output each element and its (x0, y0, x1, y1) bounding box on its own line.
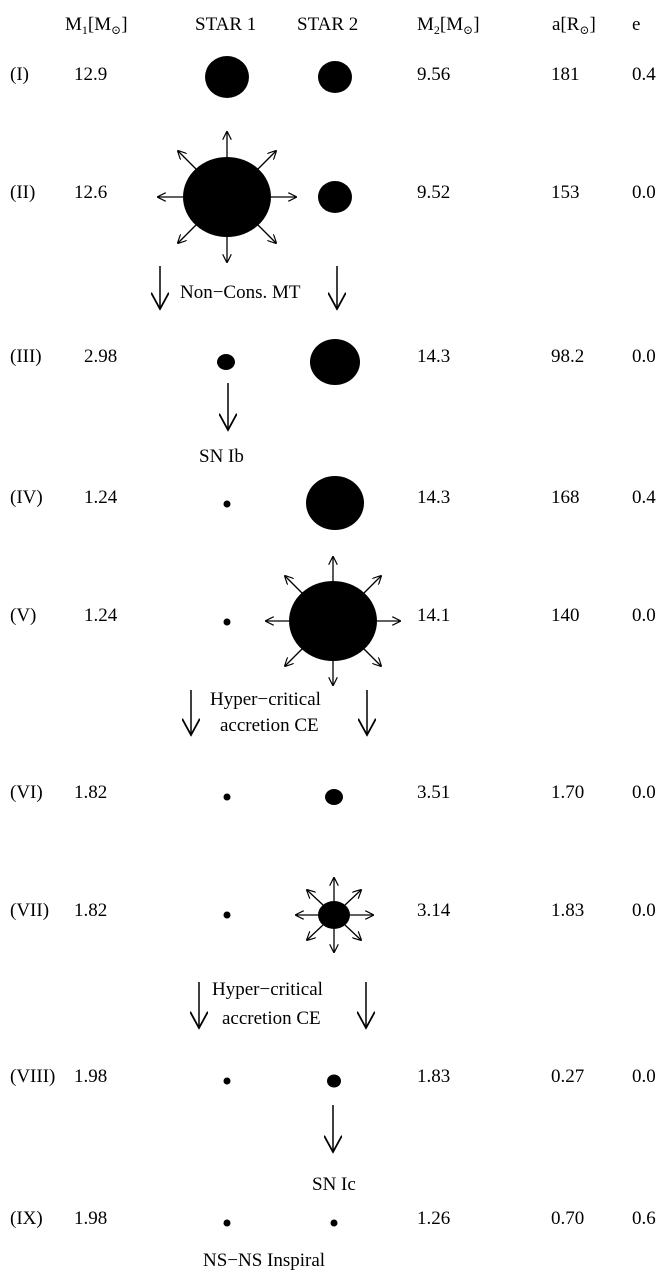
transition-hyper-critical-2: Hyper−critical accretion CE (199, 979, 366, 1029)
m1-value: 1.98 (74, 1208, 107, 1229)
stage-row-5: (V) 1.24 14.1 140 0.0 (10, 557, 656, 685)
transition-label: Non−Cons. MT (180, 282, 301, 303)
header-m1: M1[M⊙] (65, 14, 128, 37)
star2-disk-expanding (318, 901, 350, 929)
stage-label: (IV) (10, 487, 43, 508)
star2-disk-expanding (289, 581, 377, 661)
transition-sn-ib: SN Ib (199, 383, 244, 467)
e-value: 0.4 (632, 487, 656, 508)
star2-disk (318, 61, 352, 93)
stage-label: (VI) (10, 782, 43, 803)
header-star2: STAR 2 (297, 14, 358, 35)
header-m2: M2[M⊙] (417, 14, 480, 37)
a-value: 98.2 (551, 346, 584, 367)
star1-neutron-star (223, 793, 231, 801)
stage-label: (IX) (10, 1208, 43, 1229)
m1-value: 12.9 (74, 64, 107, 85)
star2-disk-stripped (325, 789, 343, 805)
header-e: e (632, 14, 640, 35)
header-a: a[R⊙] (552, 14, 596, 37)
a-value: 168 (551, 487, 580, 508)
a-value: 1.83 (551, 900, 584, 921)
header-star1: STAR 1 (195, 14, 256, 35)
transition-label: SN Ib (199, 446, 244, 467)
m2-value: 3.14 (417, 900, 451, 921)
e-value: 0.6 (632, 1208, 656, 1229)
stage-row-2: (II) 12.6 9.52 153 0.0 (10, 132, 656, 262)
header-row: M1[M⊙] STAR 1 STAR 2 M2[M⊙] a[R⊙] e (65, 14, 640, 37)
transition-label-line1: Hyper−critical (212, 979, 323, 1000)
m2-value: 14.3 (417, 487, 450, 508)
stage-label: (V) (10, 605, 36, 626)
stage-label: (I) (10, 64, 29, 85)
star1-neutron-star (223, 1219, 231, 1227)
final-outcome-label: NS−NS Inspiral (203, 1250, 325, 1271)
stage-row-4: (IV) 1.24 14.3 168 0.4 (10, 476, 656, 530)
stage-label: (II) (10, 182, 35, 203)
a-value: 181 (551, 64, 580, 85)
star1-disk-expanding (183, 157, 271, 237)
m2-value: 14.3 (417, 346, 450, 367)
star1-disk (205, 56, 249, 98)
transition-label-line2: accretion CE (222, 1008, 321, 1029)
a-value: 0.70 (551, 1208, 584, 1229)
transition-nonconservative-mt: Non−Cons. MT (160, 266, 337, 309)
e-value: 0.0 (632, 900, 656, 921)
stage-label: (III) (10, 346, 42, 367)
stage-row-7: (VII) 1.82 3.14 1.83 0.0 (10, 878, 656, 952)
stage-row-8: (VIII) 1.98 1.83 0.27 0.0 (10, 1066, 656, 1088)
e-value: 0.0 (632, 782, 656, 803)
e-value: 0.0 (632, 605, 656, 626)
transition-label-line2: accretion CE (220, 715, 319, 736)
stage-label: (VIII) (10, 1066, 55, 1087)
expansion-arrows-star2 (296, 878, 373, 952)
e-value: 0.0 (632, 182, 656, 203)
star1-neutron-star (223, 1077, 231, 1085)
transition-label: SN Ic (312, 1174, 356, 1195)
star2-disk-stripped (327, 1074, 341, 1088)
stage-row-6: (VI) 1.82 3.51 1.70 0.0 (10, 782, 656, 805)
star1-neutron-star (223, 618, 231, 626)
expansion-arrows-star2 (266, 557, 400, 685)
star1-neutron-star (223, 911, 231, 919)
m2-value: 1.83 (417, 1066, 450, 1087)
a-value: 1.70 (551, 782, 584, 803)
m1-value: 1.98 (74, 1066, 107, 1087)
e-value: 0.0 (632, 346, 656, 367)
stage-label: (VII) (10, 900, 49, 921)
m2-value: 3.51 (417, 782, 450, 803)
star2-neutron-star (330, 1219, 338, 1227)
star1-neutron-star (223, 500, 231, 508)
star2-disk (310, 339, 360, 385)
m1-value: 1.82 (74, 782, 107, 803)
m2-value: 1.26 (417, 1208, 450, 1229)
transition-label-line1: Hyper−critical (210, 689, 321, 710)
m1-value: 12.6 (74, 182, 107, 203)
expansion-arrows-star1 (158, 132, 296, 262)
transition-sn-ic: SN Ic (312, 1105, 356, 1195)
m1-value: 1.24 (84, 487, 118, 508)
a-value: 153 (551, 182, 580, 203)
star1-disk-stripped (217, 354, 235, 370)
a-value: 140 (551, 605, 580, 626)
e-value: 0.4 (632, 64, 656, 85)
m2-value: 9.56 (417, 64, 450, 85)
stage-row-1: (I) 12.9 9.56 181 0.4 (10, 56, 656, 98)
star2-disk (306, 476, 364, 530)
e-value: 0.0 (632, 1066, 656, 1087)
star2-disk (318, 181, 352, 213)
m2-value: 9.52 (417, 182, 450, 203)
stage-row-3: (III) 2.98 14.3 98.2 0.0 (10, 339, 656, 385)
m1-value: 2.98 (84, 346, 117, 367)
m1-value: 1.24 (84, 605, 118, 626)
stage-row-9: (IX) 1.98 1.26 0.70 0.6 (10, 1208, 656, 1229)
transition-hyper-critical-1: Hyper−critical accretion CE (191, 689, 367, 736)
m1-value: 1.82 (74, 900, 107, 921)
m2-value: 14.1 (417, 605, 450, 626)
a-value: 0.27 (551, 1066, 584, 1087)
